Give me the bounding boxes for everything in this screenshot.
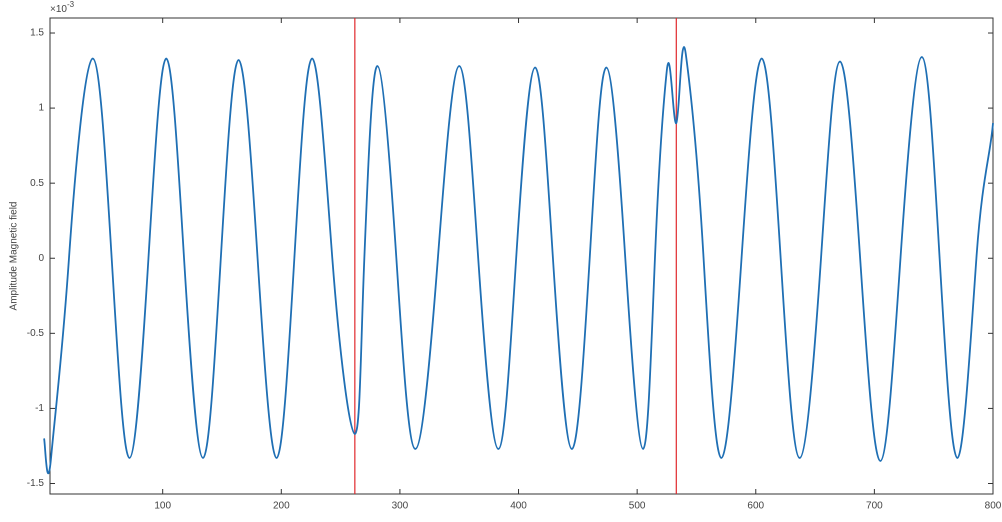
x-tick-label: 600 <box>747 501 764 512</box>
x-tick-label: 300 <box>392 501 409 512</box>
signal-line <box>43 46 994 475</box>
x-tick-label: 500 <box>629 501 646 512</box>
y-multiplier: ×10-3 <box>50 0 75 15</box>
y-tick-label: 1.5 <box>30 28 44 39</box>
y-tick-label: -1.5 <box>27 478 45 489</box>
x-tick-label: 700 <box>866 501 883 512</box>
x-tick-label: 200 <box>273 501 290 512</box>
y-tick-label: -0.5 <box>27 328 45 339</box>
x-tick-label: 400 <box>510 501 527 512</box>
y-exponent: -3 <box>67 0 75 9</box>
y-tick-label: 0.5 <box>30 178 44 189</box>
x-tick-label: 800 <box>985 501 1002 512</box>
x-tick-label: 100 <box>154 501 171 512</box>
y-tick-label: -1 <box>35 403 44 414</box>
plot-area <box>49 17 994 495</box>
y-tick-label: 1 <box>38 103 44 114</box>
y-multiplier-base: ×10 <box>50 4 67 15</box>
y-tick-label: 0 <box>38 253 44 264</box>
y-axis-label: Amplitude Magnetic field <box>9 202 20 311</box>
